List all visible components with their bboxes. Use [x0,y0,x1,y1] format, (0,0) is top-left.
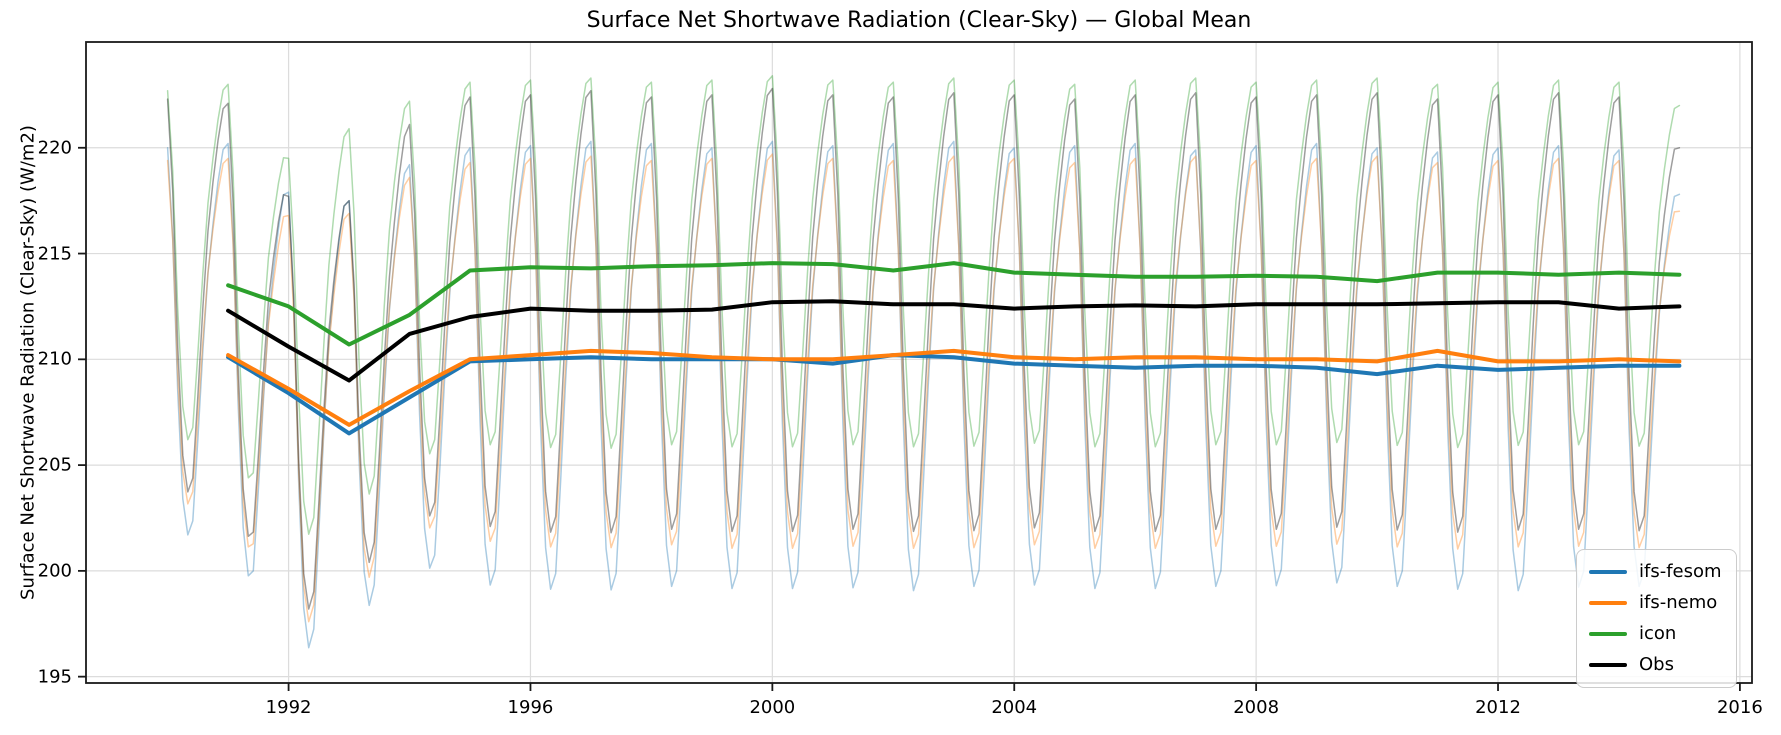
annual-mean-line-Obs [226,299,1682,383]
y-tick-label: 205 [37,454,72,476]
x-tick-label: 1996 [507,697,554,718]
y-tick-label: 200 [37,560,72,582]
legend-line-swatch [1589,663,1627,667]
legend-item-label: Obs [1639,654,1674,675]
legend-item: icon [1589,622,1722,646]
monthly-line-ifs-fesom [166,140,1681,649]
x-tick-label: 1992 [265,697,312,718]
legend-item-label: ifs-nemo [1639,592,1718,613]
x-tick-label: 2000 [749,697,796,718]
annual-mean-line-ifs-nemo [226,348,1682,427]
legend-line-swatch [1589,601,1627,605]
y-tick-label: 215 [37,243,72,265]
legend-line-swatch [1589,570,1627,574]
x-tick-label: 2016 [1716,697,1763,718]
x-tick-label: 2012 [1475,697,1521,718]
legend-item: ifs-fesom [1589,560,1722,584]
y-tick-label: 210 [37,348,72,370]
legend-item: ifs-nemo [1589,591,1722,615]
annual-mean-line-icon [226,261,1682,347]
y-tick-label: 220 [37,137,72,159]
legend: ifs-fesom ifs-nemo icon Obs [1576,549,1737,688]
x-tick-label: 2008 [1233,697,1280,718]
y-tick-label: 195 [37,666,72,688]
axes-box [85,41,1753,684]
legend-item-label: icon [1639,623,1677,644]
chart-title: Surface Net Shortwave Radiation (Clear-S… [586,8,1252,33]
monthly-line-Obs [166,87,1681,610]
x-tick-label: 2004 [991,697,1038,718]
legend-item: Obs [1589,653,1722,677]
legend-item-label: ifs-fesom [1639,561,1722,582]
legend-line-swatch [1589,632,1627,636]
monthly-line-ifs-nemo [166,153,1681,623]
